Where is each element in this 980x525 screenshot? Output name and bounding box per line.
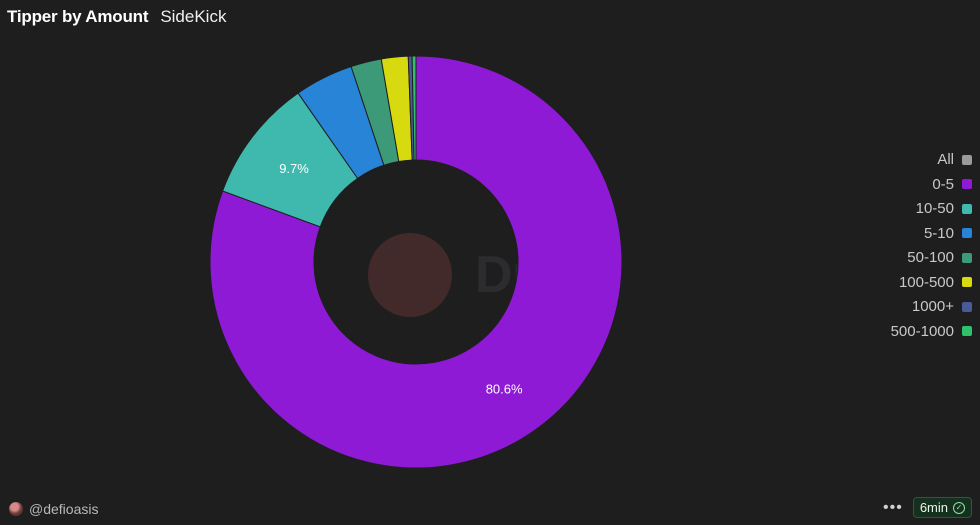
- legend-item-10-50[interactable]: 10-50: [916, 199, 972, 219]
- chart-legend: All 0-5 10-50 5-10 50-100 100-500 1000+ 500-100…: [891, 150, 972, 341]
- chart-title: Tipper by Amount: [7, 7, 149, 26]
- legend-label: 0-5: [932, 175, 954, 193]
- legend-item-100-500[interactable]: 100-500: [899, 273, 972, 293]
- slice-0-5[interactable]: [209, 55, 623, 469]
- legend-item-5-10[interactable]: 5-10: [924, 224, 972, 244]
- chart-header: Tipper by Amount SideKick: [7, 7, 226, 27]
- legend-label: 1000+: [911, 298, 954, 316]
- legend-item-50-100[interactable]: 50-100: [907, 248, 972, 268]
- legend-swatch: [962, 228, 972, 239]
- legend-item-0-5[interactable]: 0-5: [932, 175, 972, 195]
- legend-label: 100-500: [898, 273, 954, 291]
- author-name[interactable]: @defioasis: [29, 501, 99, 517]
- chart-subtitle: SideKick: [160, 7, 227, 26]
- watermark-logo: [368, 233, 452, 317]
- legend-label: 500-1000: [890, 322, 954, 340]
- author-info[interactable]: @defioasis: [9, 501, 98, 517]
- slice-label-10-50: 9.7%: [279, 161, 309, 176]
- refresh-badge[interactable]: 6min ✓: [912, 497, 972, 518]
- legend-item-500-1000[interactable]: 500-1000: [891, 322, 972, 342]
- legend-label: All: [937, 151, 954, 169]
- legend-item-All[interactable]: All: [937, 150, 972, 170]
- legend-swatch: [962, 203, 972, 214]
- refresh-time: 6min: [919, 500, 948, 515]
- check-circle-icon: ✓: [953, 501, 965, 514]
- legend-swatch: [962, 326, 972, 337]
- legend-swatch: [962, 179, 972, 190]
- legend-label: 10-50: [915, 200, 954, 218]
- more-options-icon[interactable]: •••: [883, 498, 903, 516]
- donut-labels: 80.6% 9.7%: [279, 161, 523, 396]
- slice-label-0-5: 80.6%: [486, 381, 523, 396]
- legend-swatch: [962, 154, 972, 165]
- slice-500-1000[interactable]: [411, 55, 417, 161]
- avatar: [9, 502, 23, 516]
- legend-swatch: [962, 301, 972, 312]
- legend-swatch: [962, 277, 972, 288]
- legend-label: 50-100: [907, 249, 954, 267]
- donut-slices: [209, 55, 623, 469]
- footer-actions: ••• 6min ✓: [883, 497, 972, 518]
- legend-label: 5-10: [923, 224, 954, 242]
- legend-swatch: [962, 252, 972, 263]
- legend-item-1000+[interactable]: 1000+: [912, 297, 972, 317]
